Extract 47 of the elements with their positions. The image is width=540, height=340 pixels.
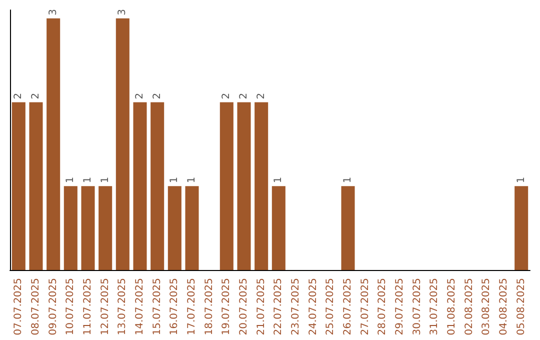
x-tick-label: 01.08.2025 (446, 278, 458, 336)
x-tick-label: 30.07.2025 (412, 278, 423, 336)
data-label: 2 (256, 92, 267, 100)
x-tick-label: 24.07.2025 (308, 278, 319, 336)
x-tick-label: 21.07.2025 (256, 278, 267, 336)
data-label: 1 (169, 176, 180, 184)
x-tick-label: 14.07.2025 (134, 278, 146, 336)
x-tick-label: 23.07.2025 (290, 278, 302, 336)
x-tick-label: 05.08.2025 (516, 278, 527, 336)
x-tick-label: 07.07.2025 (13, 278, 24, 336)
x-tick-label: 08.07.2025 (30, 278, 42, 336)
data-label: 1 (342, 176, 354, 184)
data-label: 1 (186, 176, 198, 184)
x-tick-label: 04.08.2025 (498, 278, 510, 336)
x-tick-label: 27.07.2025 (360, 278, 371, 336)
x-tick-label: 19.07.2025 (221, 278, 232, 336)
x-tick-label: 12.07.2025 (100, 278, 111, 336)
x-tick-label: 16.07.2025 (169, 278, 180, 336)
x-tick-label: 03.08.2025 (481, 278, 492, 336)
x-tick-label: 17.07.2025 (186, 278, 198, 336)
x-tick-label: 02.08.2025 (464, 278, 475, 336)
data-label: 2 (134, 92, 146, 100)
x-tick-label: 10.07.2025 (65, 278, 76, 336)
x-tick-label: 20.07.2025 (238, 278, 250, 336)
data-label: 1 (82, 176, 94, 184)
data-label: 2 (238, 92, 250, 100)
x-tick-label: 22.07.2025 (273, 278, 284, 336)
data-label: 2 (221, 92, 232, 100)
data-label: 1 (273, 176, 284, 184)
data-label: 3 (48, 9, 59, 16)
x-tick-label: 13.07.2025 (117, 278, 128, 336)
x-tick-label: 15.07.2025 (152, 278, 163, 336)
x-tick-label: 26.07.2025 (342, 278, 354, 336)
x-tick-label: 18.07.2025 (204, 278, 215, 336)
x-tick-label: 28.07.2025 (377, 278, 388, 336)
data-label: 1 (100, 176, 111, 184)
data-label: 2 (152, 92, 163, 100)
x-tick-label: 31.07.2025 (429, 278, 440, 336)
data-label: 3 (117, 9, 128, 16)
data-label: 2 (30, 92, 42, 100)
data-label: 1 (65, 176, 76, 184)
data-label: 2 (13, 92, 24, 100)
x-tick-label: 29.07.2025 (394, 278, 406, 336)
x-tick-label: 09.07.2025 (48, 278, 59, 336)
x-tick-label: 25.07.2025 (325, 278, 336, 336)
data-label: 1 (516, 176, 527, 184)
x-tick-label: 11.07.2025 (82, 278, 94, 336)
